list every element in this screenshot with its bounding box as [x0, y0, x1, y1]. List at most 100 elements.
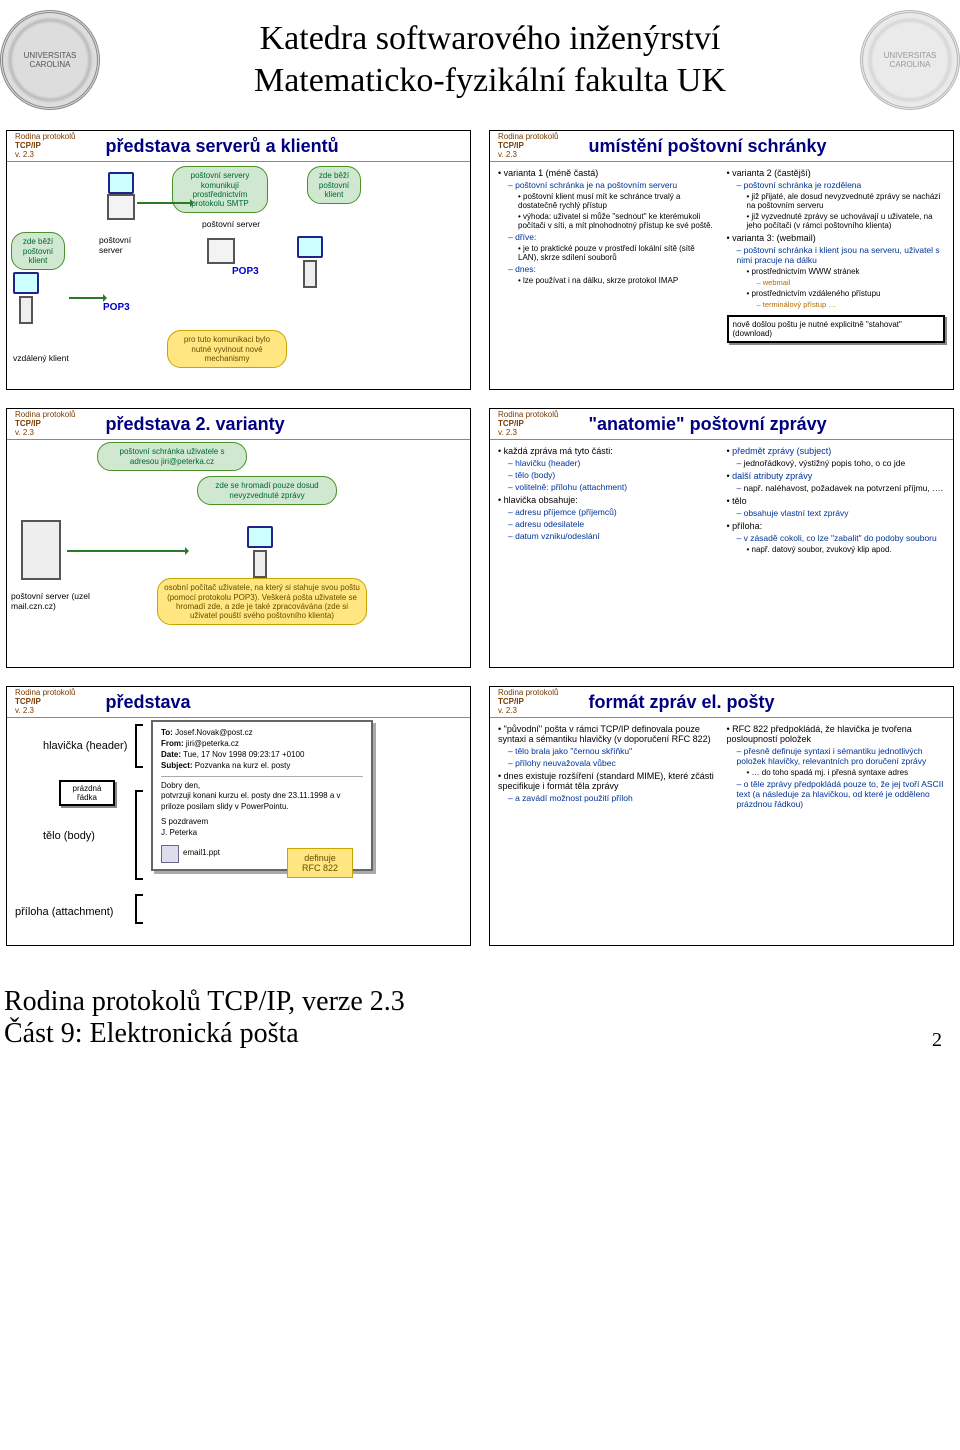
- label-server: poštovní server (uzel mail.czn.cz): [11, 592, 97, 612]
- li: příloha: v zásadě cokoli, co lze "zabali…: [727, 521, 946, 554]
- arrow-icon: [137, 202, 192, 204]
- li: tělo obsahuje vlastní text zprávy: [727, 496, 946, 518]
- t: hlavička obsahuje:: [504, 495, 578, 505]
- mail-body-l2: potvrzuji konani kurzu el. posty dne 23.…: [161, 791, 363, 813]
- label-attachment: příloha (attachment): [15, 906, 113, 919]
- server-icon: [107, 172, 135, 220]
- li: varianta 3: (webmail) poštovní schránka …: [727, 233, 946, 309]
- brace-attach-icon: [135, 894, 143, 924]
- li: již vyzvednuté zprávy se uchovávají u už…: [747, 212, 946, 230]
- label-body: tělo (body): [43, 830, 95, 843]
- ppt-icon: [161, 845, 179, 863]
- label-post-server: poštovní server: [99, 236, 149, 256]
- col-left: varianta 1 (méně častá) poštovní schránk…: [498, 168, 717, 381]
- t: prostřednictvím vzdáleného přístupu: [752, 289, 881, 298]
- t: předmět zprávy (subject): [732, 446, 831, 456]
- slide-1: Rodina protokolů TCP/IP v. 2.3 představa…: [6, 130, 471, 390]
- li: tělo brala jako "černou skříňku": [508, 746, 717, 756]
- t: "původní" pošta v rámci TCP/IP definoval…: [498, 724, 711, 744]
- note-download: nově došlou poštu je nutné explicitně "s…: [727, 315, 946, 343]
- attachment-name: email1.ppt: [183, 848, 220, 859]
- t: dnes existuje rozšíření (standard MIME),…: [498, 771, 714, 791]
- tag-l3: v. 2.3: [498, 429, 558, 438]
- t: RFC 822 předpokládá, že hlavička je tvoř…: [727, 724, 912, 744]
- t: každá zpráva má tyto části:: [504, 446, 613, 456]
- li: RFC 822 předpokládá, že hlavička je tvoř…: [727, 724, 946, 809]
- slide2-body: varianta 1 (méně častá) poštovní schránk…: [490, 162, 953, 389]
- col-right: varianta 2 (častější) poštovní schránka …: [727, 168, 946, 381]
- li: předmět zprávy (subject) jednořádkový, v…: [727, 446, 946, 468]
- callout-left-client: zde běží poštovní klient: [11, 232, 65, 270]
- arrow2-icon: [69, 297, 105, 299]
- t: přesně definuje syntaxi i sémantiku jedn…: [737, 746, 927, 766]
- slides-grid: Rodina protokolů TCP/IP v. 2.3 představa…: [0, 130, 960, 946]
- t: varianta 2 (častější): [732, 168, 811, 178]
- slide-5: Rodina protokolů TCP/IP v. 2.3 představa…: [6, 686, 471, 946]
- tag-l3: v. 2.3: [498, 707, 558, 716]
- diagram-servers-clients: zde běží poštovní klient vzdálený klient…: [7, 162, 470, 389]
- slide-6: Rodina protokolů TCP/IP v. 2.3 formát zp…: [489, 686, 954, 946]
- li: adresu odesilatele: [508, 519, 717, 529]
- li: poštovní schránka je na poštovním server…: [508, 180, 717, 230]
- callout-pop3-pc: osobní počítač uživatele, na který si st…: [157, 578, 367, 625]
- slide-title: představa: [75, 692, 462, 713]
- li: poštovní klient musí mít ke schránce trv…: [518, 192, 717, 210]
- mail-to: To: To: Josef.Novak@post.czJosef.Novak@p…: [161, 728, 363, 739]
- li: datum vzniku/odeslání: [508, 531, 717, 541]
- callout-unread: zde se hromadí pouze dosud nevyzvednuté …: [197, 476, 337, 504]
- slide6-body: "původní" pošta v rámci TCP/IP definoval…: [490, 718, 953, 945]
- li: adresu příjemce (příjemců): [508, 507, 717, 517]
- page-header: UNIVERSITAS CAROLINA Katedra softwarovéh…: [0, 0, 960, 130]
- title-line1: Katedra softwarového inženýrství: [260, 20, 721, 57]
- li: o těle zprávy předpokládá pouze to, že j…: [737, 779, 946, 809]
- callout-right-client: zde běží poštovní klient: [307, 166, 361, 204]
- slide-title: představa 2. varianty: [75, 414, 462, 435]
- li: prostřednictvím WWW stránek webmail: [747, 267, 946, 287]
- li: již přijaté, ale dosud nevyzvednuté zprá…: [747, 192, 946, 210]
- li: dnes: lze používat i na dálku, skrze pro…: [508, 264, 717, 285]
- computer-icon: [13, 272, 39, 324]
- label-header: hlavička (header): [43, 740, 127, 753]
- callout-smtp: poštovní servery komunikují prostřednict…: [172, 166, 268, 213]
- li: např. naléhavost, požadavek na potvrzení…: [737, 483, 946, 493]
- mail-body-l4: J. Peterka: [161, 828, 363, 839]
- label-blank-line: prázdná řádka: [59, 780, 115, 806]
- seal-right-icon: UNIVERSITAS CAROLINA: [860, 10, 960, 110]
- li: každá zpráva má tyto části: hlavičku (he…: [498, 446, 717, 492]
- slide-head: Rodina protokolů TCP/IP v. 2.3 "anatomie…: [490, 409, 953, 440]
- li: přesně definuje syntaxi i sémantiku jedn…: [737, 746, 946, 777]
- col-left: každá zpráva má tyto části: hlavičku (he…: [498, 446, 717, 659]
- t: tělo: [732, 496, 747, 506]
- li: terminálový přístup …: [757, 300, 946, 309]
- li: další atributy zprávy např. naléhavost, …: [727, 471, 946, 493]
- callout-mailbox: poštovní schránka uživatele s adresou ji…: [97, 442, 247, 470]
- t: příloha:: [732, 521, 762, 531]
- t: jednořádkový, výstižný popis toho, o co …: [744, 458, 906, 468]
- title-line2: Matematicko-fyzikální fakulta UK: [254, 62, 726, 99]
- label-pop3-right: POP3: [232, 266, 259, 277]
- li: a zavádí možnost použití příloh: [508, 793, 717, 803]
- li: varianta 2 (častější) poštovní schránka …: [727, 168, 946, 230]
- footer-line-b: Část 9: Elektronická pošta: [4, 1018, 960, 1050]
- arrow3-icon: [67, 550, 187, 552]
- client2-icon: [297, 236, 323, 288]
- page-footer: Rodina protokolů TCP/IP, verze 2.3 Část …: [0, 946, 960, 1062]
- diagram-mail: hlavička (header) prázdná řádka tělo (bo…: [7, 718, 470, 945]
- t: prostřednictvím WWW stránek: [752, 267, 860, 276]
- slide-head: Rodina protokolů TCP/IP v. 2.3 umístění …: [490, 131, 953, 162]
- slide-tag: Rodina protokolů TCP/IP v. 2.3: [498, 689, 558, 715]
- page-title: Katedra softwarového inženýrství Matemat…: [100, 18, 880, 103]
- slide-tag: Rodina protokolů TCP/IP v. 2.3: [15, 411, 75, 437]
- col-right: RFC 822 předpokládá, že hlavička je tvoř…: [727, 724, 946, 937]
- slide-head: Rodina protokolů TCP/IP v. 2.3 formát zp…: [490, 687, 953, 718]
- t: např. naléhavost, požadavek na potvrzení…: [744, 483, 943, 493]
- li: "původní" pošta v rámci TCP/IP definoval…: [498, 724, 717, 768]
- slide-3: Rodina protokolů TCP/IP v. 2.3 představa…: [6, 408, 471, 668]
- slide-tag: Rodina protokolů TCP/IP v. 2.3: [498, 411, 558, 437]
- li: … do toho spadá mj. i přesná syntaxe adr…: [747, 768, 946, 777]
- li: volitelně: přílohu (attachment): [508, 482, 717, 492]
- mail-from: From: jiri@peterka.cz: [161, 739, 363, 750]
- li: poštovní schránka je rozdělena již přija…: [737, 180, 946, 230]
- li: webmail: [757, 278, 946, 287]
- list-format-right: RFC 822 předpokládá, že hlavička je tvoř…: [727, 724, 946, 809]
